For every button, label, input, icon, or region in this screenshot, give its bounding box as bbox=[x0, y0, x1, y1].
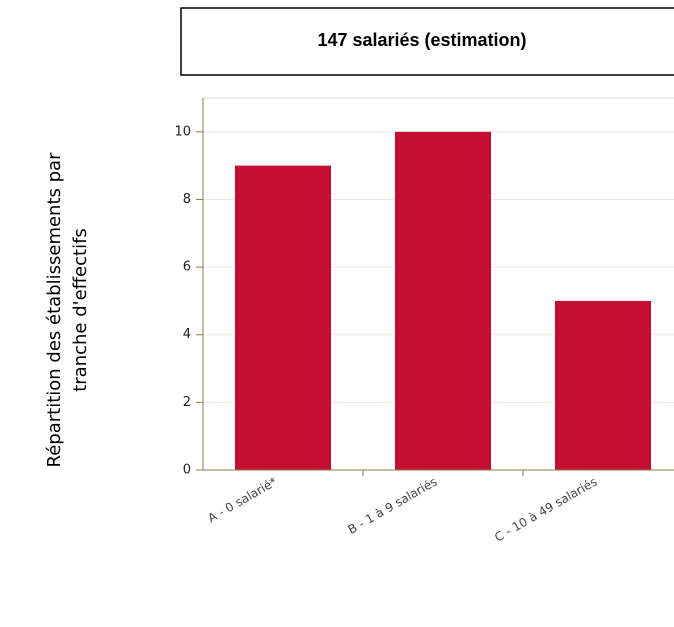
y-axis-label-line: tranche d'effectifs bbox=[70, 228, 91, 392]
y-axis-label-line: Répartition des établissements par bbox=[44, 152, 65, 468]
y-tick-label: 0 bbox=[183, 463, 191, 478]
y-tick-label: 8 bbox=[183, 192, 191, 207]
y-tick-label: 4 bbox=[183, 327, 191, 342]
x-tick-label: A - 0 salarié* bbox=[205, 474, 279, 525]
bar bbox=[395, 131, 491, 470]
y-tick-label: 10 bbox=[174, 124, 191, 139]
x-tick-label: C - 10 à 49 salariés bbox=[492, 474, 599, 544]
x-tick-label: B - 1 à 9 salariés bbox=[346, 474, 440, 536]
chart-title: 147 salariés (estimation) bbox=[317, 30, 526, 50]
bar bbox=[555, 300, 651, 470]
y-tick-label: 2 bbox=[183, 395, 191, 410]
y-tick-label: 6 bbox=[183, 260, 191, 275]
bar bbox=[235, 165, 331, 471]
title-box bbox=[180, 7, 674, 76]
plot: 0 2 4 6 8 10 A - 0 salarié* B - 1 à 9 salariés C… bbox=[174, 97, 674, 545]
y-axis-label: Répartition des établissements par tranc… bbox=[44, 152, 91, 468]
